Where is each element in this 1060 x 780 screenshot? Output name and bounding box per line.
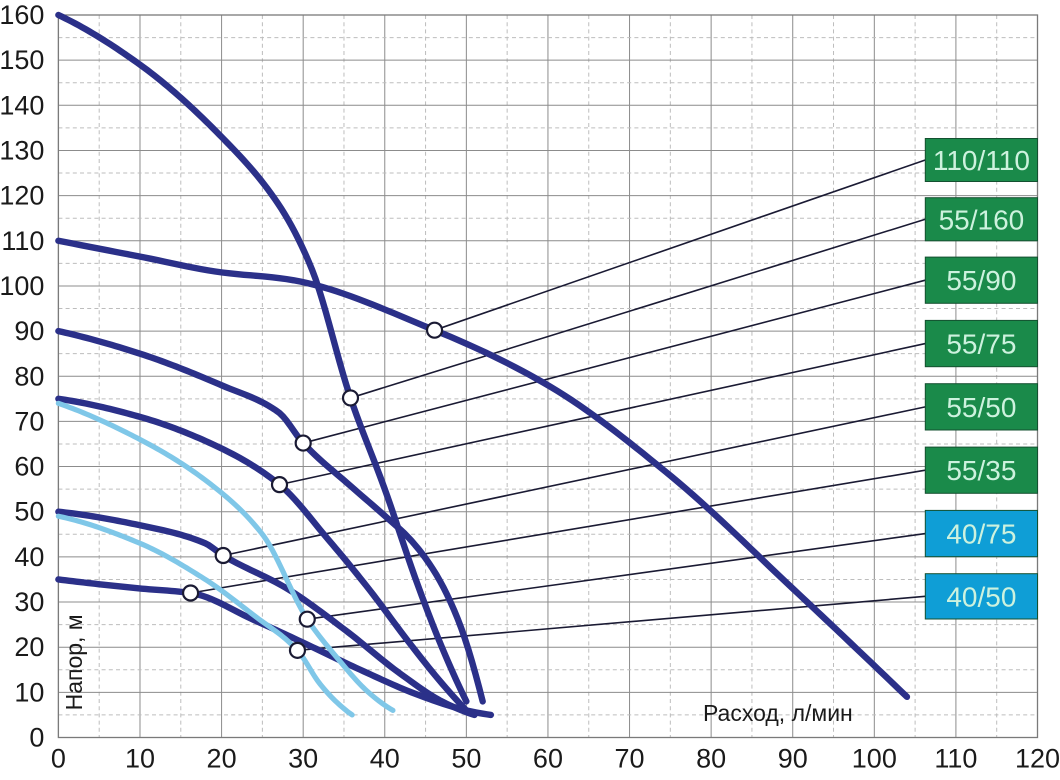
svg-text:100: 100: [852, 744, 897, 774]
svg-text:90: 90: [14, 316, 44, 346]
svg-text:70: 70: [615, 744, 645, 774]
svg-text:Напор, м: Напор, м: [61, 614, 87, 710]
svg-text:30: 30: [288, 744, 318, 774]
svg-text:40: 40: [14, 542, 44, 572]
svg-text:40/50: 40/50: [946, 581, 1016, 612]
svg-text:120: 120: [0, 181, 44, 211]
svg-text:90: 90: [778, 744, 808, 774]
svg-text:0: 0: [29, 723, 44, 753]
svg-text:110/110: 110/110: [933, 145, 1030, 176]
svg-text:30: 30: [14, 587, 44, 617]
svg-text:55/160: 55/160: [939, 204, 1025, 235]
svg-text:130: 130: [0, 135, 44, 165]
svg-text:160: 160: [0, 0, 44, 30]
svg-text:50: 50: [451, 744, 481, 774]
svg-text:120: 120: [1015, 744, 1060, 774]
svg-text:10: 10: [14, 677, 44, 707]
svg-text:140: 140: [0, 90, 44, 120]
svg-text:55/35: 55/35: [946, 455, 1016, 486]
svg-text:80: 80: [14, 361, 44, 391]
svg-text:55/50: 55/50: [946, 392, 1016, 423]
svg-text:80: 80: [696, 744, 726, 774]
svg-text:70: 70: [14, 406, 44, 436]
svg-text:20: 20: [14, 632, 44, 662]
svg-text:10: 10: [125, 744, 155, 774]
svg-text:20: 20: [207, 744, 237, 774]
svg-text:60: 60: [14, 452, 44, 482]
svg-text:110: 110: [934, 744, 977, 774]
svg-text:40: 40: [370, 744, 400, 774]
svg-text:110: 110: [1, 226, 44, 256]
svg-text:150: 150: [0, 45, 44, 75]
svg-text:50: 50: [14, 497, 44, 527]
svg-text:40/75: 40/75: [946, 519, 1016, 550]
svg-text:Расход, л/мин: Расход, л/мин: [703, 700, 853, 726]
svg-text:0: 0: [51, 744, 66, 774]
svg-text:55/75: 55/75: [946, 329, 1016, 360]
svg-text:55/90: 55/90: [946, 265, 1016, 296]
svg-text:60: 60: [533, 744, 563, 774]
svg-text:100: 100: [0, 271, 44, 301]
